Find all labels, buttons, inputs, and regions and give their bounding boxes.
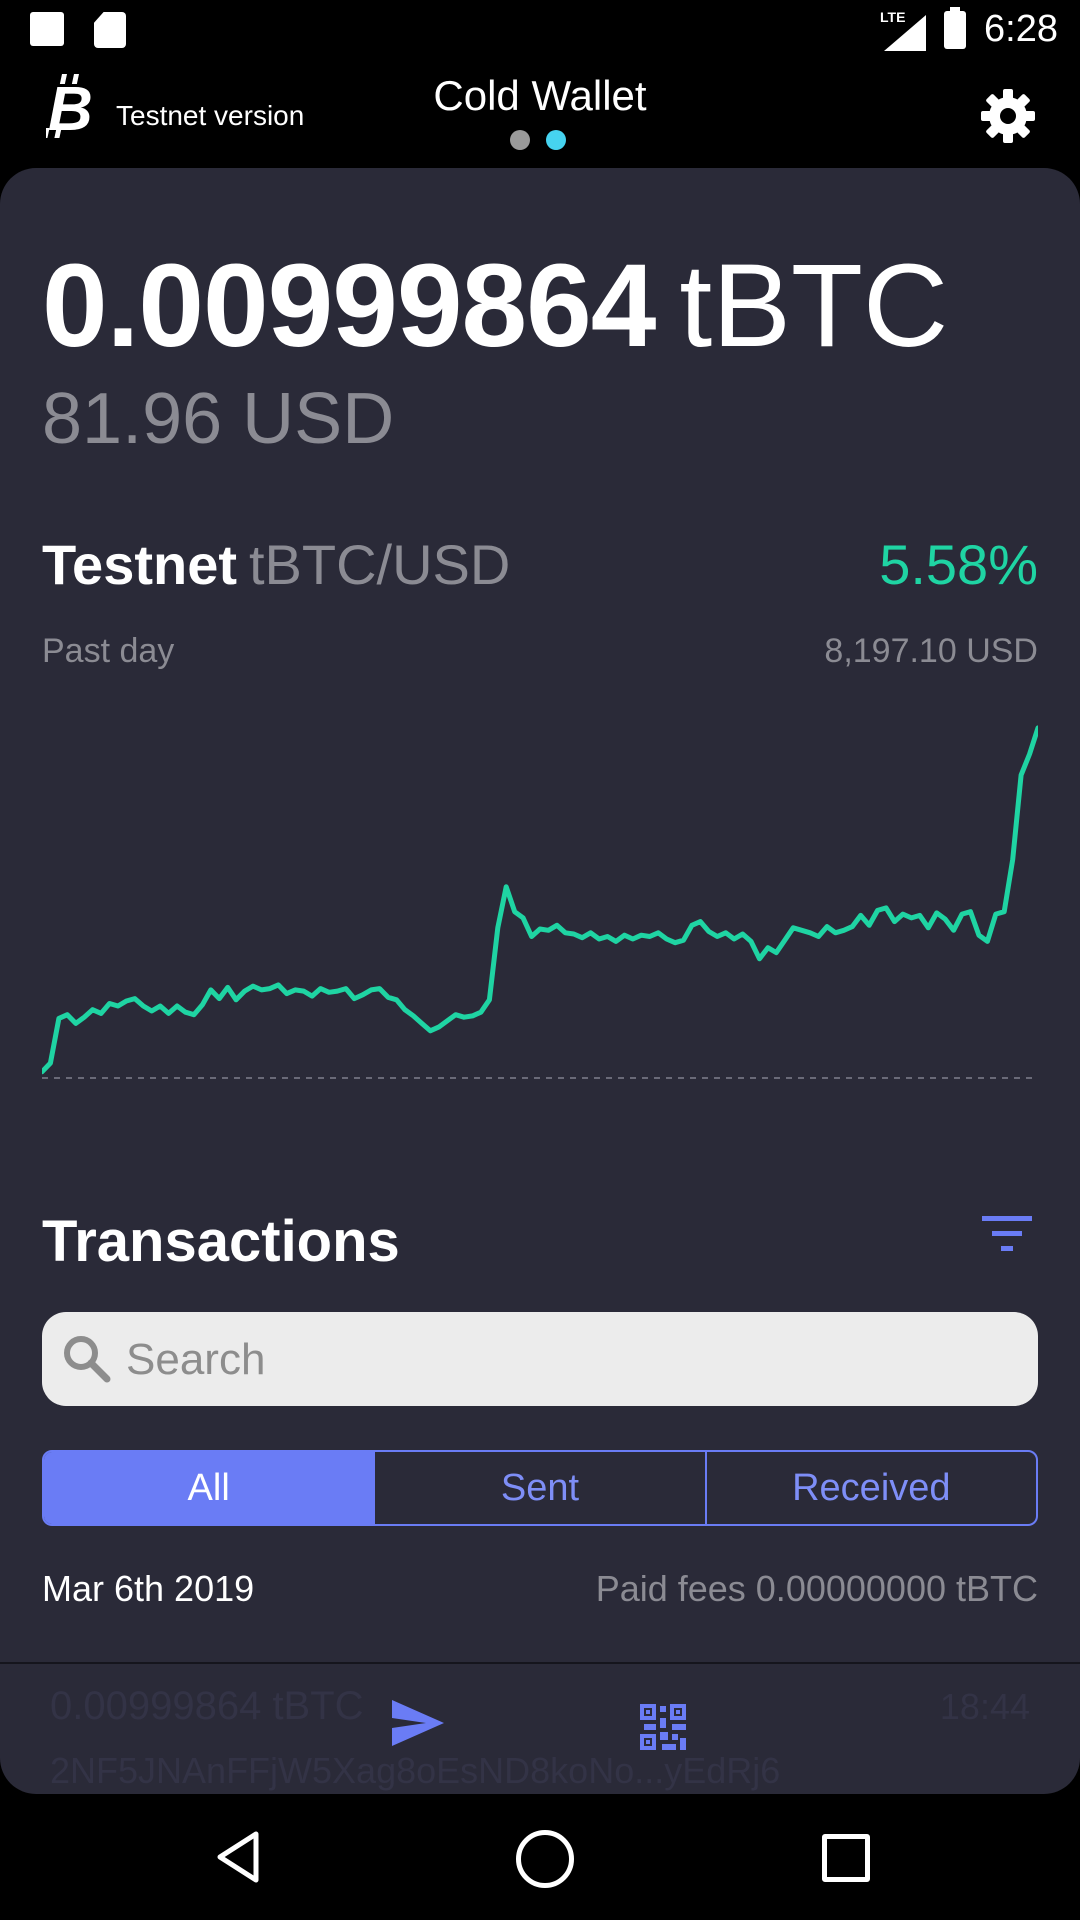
page-indicator[interactable] bbox=[510, 130, 566, 150]
send-icon[interactable] bbox=[390, 1698, 446, 1748]
network-label: Testnet version bbox=[116, 100, 305, 131]
balance-fiat: 81.96 USD bbox=[42, 379, 395, 459]
page-dot-1[interactable] bbox=[510, 130, 530, 150]
page-title: Cold Wallet bbox=[433, 72, 647, 119]
app-header: B Testnet version Cold Wallet bbox=[0, 64, 1080, 168]
tab-all[interactable]: All bbox=[44, 1452, 374, 1524]
wallet-card: 0.00999864 tBTC 81.96 USD Testnet tBTC/USD… bbox=[0, 168, 1080, 1794]
tab-received[interactable]: Received bbox=[704, 1452, 1036, 1524]
price-line bbox=[42, 725, 1038, 1075]
battery-charging-icon bbox=[944, 6, 967, 49]
status-bar: LTE 6:28 bbox=[0, 0, 1080, 64]
transaction-amount: 0.00999864 tBTC bbox=[50, 1684, 364, 1728]
svg-text:B: B bbox=[48, 75, 93, 138]
chart-period: Past day bbox=[42, 632, 175, 670]
sd-card-icon bbox=[94, 12, 126, 48]
notification-square-icon bbox=[30, 12, 64, 46]
balance-unit: tBTC bbox=[679, 240, 949, 372]
transaction-filter-tabs: All Sent Received bbox=[42, 1450, 1038, 1526]
divider bbox=[0, 1662, 1080, 1664]
settings-gear-icon[interactable] bbox=[980, 88, 1036, 144]
home-icon[interactable] bbox=[516, 1830, 574, 1888]
transaction-group-fees: Paid fees 0.00000000 tBTC bbox=[595, 1568, 1038, 1609]
market-symbol: tBTC/USD bbox=[249, 533, 511, 596]
market-pair: Testnet tBTC/USD bbox=[42, 532, 510, 597]
clock: 6:28 bbox=[984, 8, 1058, 50]
recent-apps-icon[interactable] bbox=[822, 1834, 870, 1882]
current-price: 8,197.10 USD bbox=[824, 632, 1038, 670]
system-nav-bar bbox=[0, 1794, 1080, 1920]
bitcoin-logo-icon: B bbox=[46, 74, 93, 138]
search-bar[interactable] bbox=[42, 1312, 1038, 1408]
qr-code-icon[interactable] bbox=[640, 1704, 686, 1750]
market-name: Testnet bbox=[42, 533, 237, 596]
notification-icons bbox=[30, 12, 126, 48]
search-icon bbox=[64, 1336, 111, 1383]
page-dot-2[interactable] bbox=[546, 130, 566, 150]
status-right: LTE 6:28 bbox=[880, 6, 1058, 51]
transaction-time: 18:44 bbox=[939, 1686, 1030, 1727]
price-change: 5.58% bbox=[879, 533, 1038, 596]
balance-amount: 0.00999864 bbox=[42, 240, 656, 372]
filter-icon[interactable] bbox=[980, 1214, 1034, 1254]
transaction-row[interactable]: 0.00999864 tBTC 18:44 2NF5JNAnFFjW5Xag8o… bbox=[0, 1664, 1080, 1794]
transaction-group-date: Mar 6th 2019 bbox=[42, 1568, 255, 1609]
transaction-address: 2NF5JNAnFFjW5Xag8oEsND8koNo...yEdRj6 bbox=[50, 1750, 781, 1791]
transactions-title: Transactions bbox=[42, 1209, 400, 1274]
balance: 0.00999864 tBTC bbox=[42, 238, 948, 374]
signal-icon: LTE bbox=[880, 9, 927, 51]
price-chart bbox=[42, 725, 1038, 1079]
search-input[interactable] bbox=[124, 1312, 1008, 1408]
back-icon[interactable] bbox=[214, 1830, 262, 1884]
tab-sent[interactable]: Sent bbox=[373, 1452, 704, 1524]
